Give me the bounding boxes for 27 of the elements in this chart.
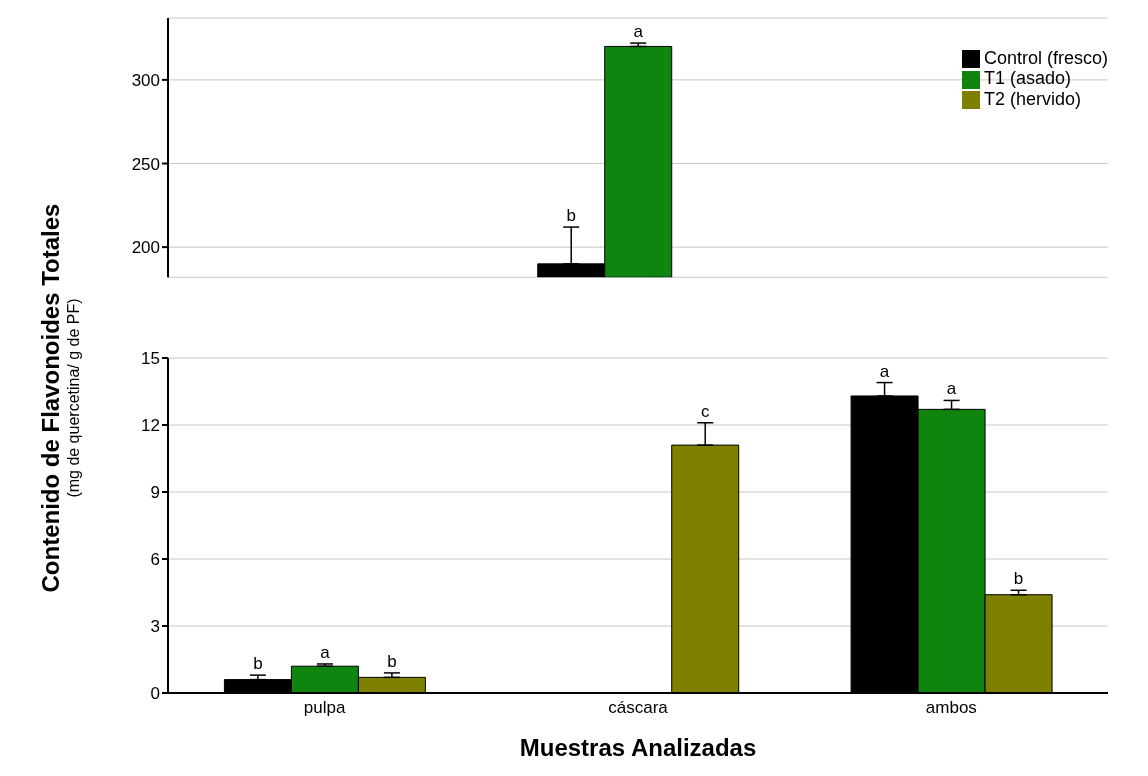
y-tick-label: 0	[150, 684, 160, 704]
data-label: c	[700, 401, 710, 421]
y-tick-label: 200	[131, 238, 160, 258]
y-tick-label: 3	[150, 617, 160, 637]
y-tick-label: 15	[141, 349, 160, 369]
legend-label: T2 (hervido)	[983, 88, 1081, 109]
legend-label: T1 (asado)	[983, 68, 1072, 89]
x-axis-title: Muestras Analizadas	[519, 734, 757, 761]
data-label: a	[320, 642, 331, 662]
text: (mg de quercetina/ g de PF)	[65, 297, 83, 500]
data-label: b	[387, 651, 397, 671]
data-label: b	[566, 206, 576, 226]
legend-label: Control (fresco)	[983, 48, 1108, 68]
data-label: a	[633, 22, 644, 42]
data-label: a	[879, 361, 890, 381]
data-label: b	[1013, 569, 1024, 589]
y-tick-label: 6	[150, 550, 160, 570]
data-label: b	[253, 654, 263, 674]
y-tick-label: 300	[131, 70, 160, 90]
data-label: a	[946, 379, 957, 399]
y-tick-label: 12	[141, 416, 160, 436]
y-tick-label: 250	[131, 154, 160, 174]
x-tick-label: cáscara	[608, 698, 669, 718]
x-tick-label: pulpa	[303, 698, 346, 718]
x-tick-label: ambos	[925, 698, 977, 718]
y-tick-label: 9	[150, 483, 160, 503]
y-axis-title: Contenido de Flavonoides Totales	[37, 203, 65, 593]
